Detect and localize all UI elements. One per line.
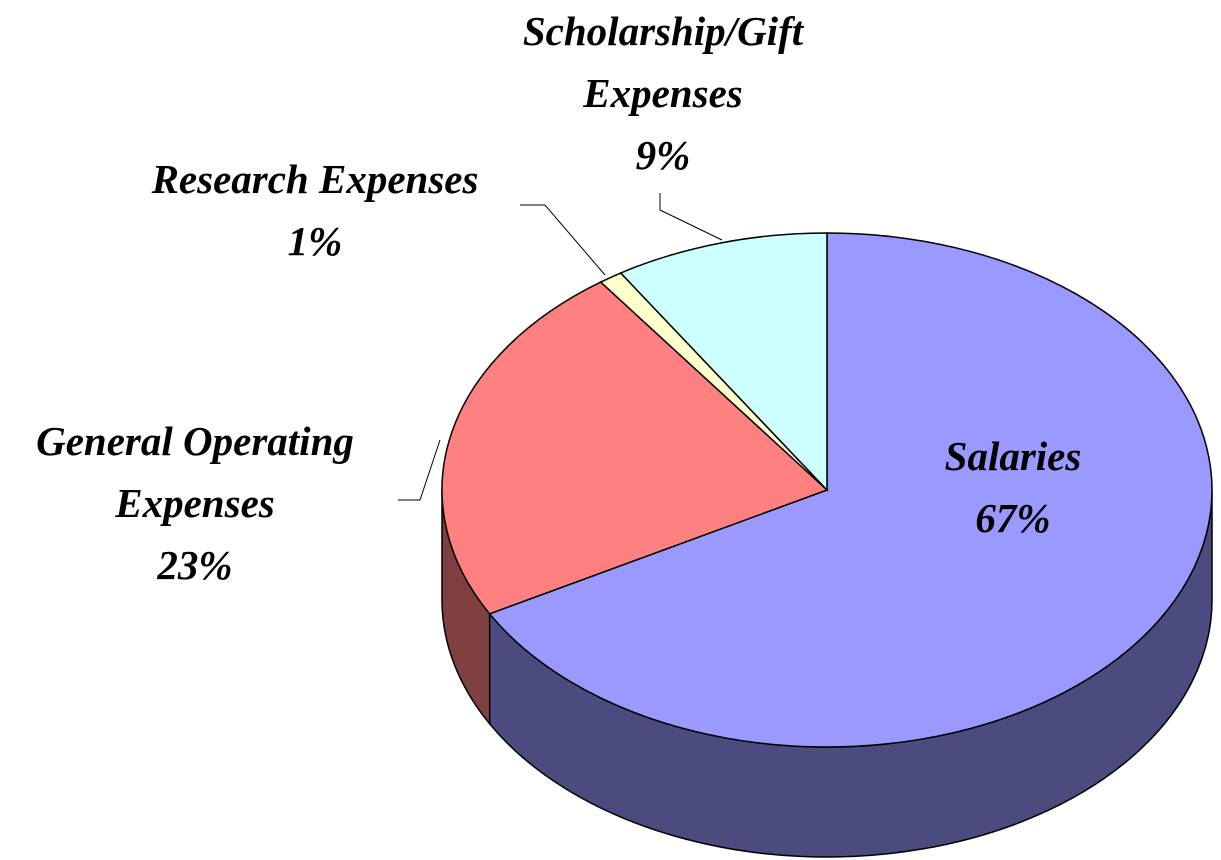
category-label: General Operating Expenses bbox=[36, 418, 354, 526]
pie-tops bbox=[441, 232, 1213, 748]
slice-label: General Operating Expenses 23% bbox=[0, 410, 390, 596]
leader-lines bbox=[398, 193, 723, 501]
slice-label: Salaries 67% bbox=[813, 425, 1213, 549]
leader-line bbox=[520, 204, 606, 276]
category-label: Scholarship/Gift Expenses bbox=[522, 8, 804, 116]
value-label: 67% bbox=[975, 495, 1051, 541]
value-label: 9% bbox=[635, 132, 691, 178]
slice-label: Scholarship/Gift Expenses 9% bbox=[483, 0, 843, 186]
pie-slice bbox=[441, 281, 829, 615]
leader-line bbox=[398, 439, 441, 501]
category-label: Salaries bbox=[944, 433, 1082, 479]
value-label: 1% bbox=[287, 218, 343, 264]
slice-label: Research Expenses 1% bbox=[105, 148, 525, 272]
pie-slice bbox=[619, 232, 828, 492]
category-label: Research Expenses bbox=[151, 156, 479, 202]
pie-slice bbox=[488, 232, 1213, 748]
value-label: 23% bbox=[157, 542, 233, 588]
leader-line bbox=[659, 193, 723, 241]
